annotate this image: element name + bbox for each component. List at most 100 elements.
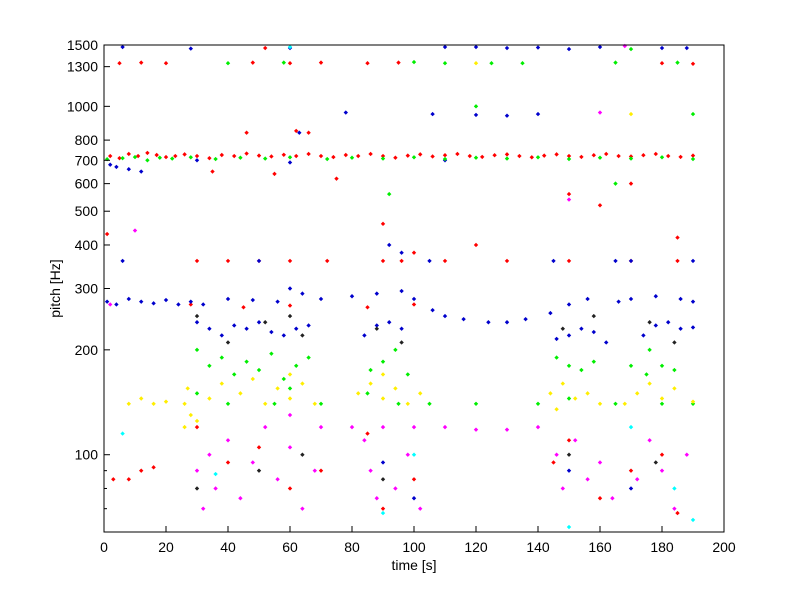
data-point-red (455, 151, 460, 157)
data-point-red (365, 431, 370, 436)
data-point-red (411, 302, 417, 307)
axes: 0 20 40 60 80 100 120 140 160 180 200 100 200 300 400 5… (67, 37, 736, 555)
data-point-red (368, 151, 373, 157)
x-axis-label: time [s] (391, 557, 436, 573)
data-point-red (256, 445, 262, 450)
data-point-green (256, 367, 262, 373)
data-point-magenta (312, 468, 317, 473)
data-point-yellow (163, 399, 169, 404)
data-point-magenta (213, 486, 218, 491)
data-point-red (173, 153, 178, 159)
data-point-green (442, 60, 448, 66)
data-point-green (368, 367, 373, 373)
data-point-green (644, 372, 649, 377)
data-point-blue (194, 320, 200, 325)
data-point-green (659, 363, 665, 368)
data-point-blue (548, 310, 553, 316)
data-point-blue (430, 307, 435, 313)
data-point-magenta (535, 424, 541, 430)
data-point-blue (597, 44, 603, 50)
data-point-blue (659, 45, 665, 51)
data-point-yellow (647, 381, 652, 386)
data-point-yellow (151, 401, 156, 407)
y-tick-label: 1000 (67, 98, 98, 114)
data-point-blue (628, 486, 634, 491)
data-point-magenta (418, 506, 423, 511)
data-point-red (529, 155, 534, 160)
data-point-magenta (635, 477, 640, 482)
data-point-yellow (207, 396, 212, 401)
data-point-red (194, 153, 200, 159)
data-point-yellow (554, 407, 559, 412)
data-point-red (551, 460, 556, 465)
data-point-blue (579, 326, 584, 331)
data-point-green (188, 155, 193, 160)
data-point-red (690, 61, 696, 66)
data-point-green (194, 347, 200, 353)
x-tick-label: 120 (464, 539, 488, 555)
data-point-blue (188, 46, 193, 51)
data-point-green (566, 156, 572, 162)
data-point-blue (442, 44, 448, 50)
data-point-green (659, 401, 665, 407)
data-point-red (139, 60, 144, 65)
data-point-red (210, 169, 215, 174)
data-point-blue (566, 333, 572, 338)
data-point-blue (653, 294, 658, 299)
data-point-red (108, 153, 113, 159)
y-tick-label: 800 (75, 132, 99, 148)
data-point-magenta (597, 110, 603, 115)
data-point-dark (380, 477, 386, 482)
x-tick-label: 100 (402, 539, 426, 555)
data-point-dark (672, 340, 677, 345)
data-point-blue (374, 291, 379, 296)
x-tick-label: 160 (588, 539, 612, 555)
data-point-dark (287, 313, 293, 319)
data-point-magenta (393, 486, 398, 491)
data-point-red (294, 153, 299, 159)
data-point-red (331, 154, 336, 160)
data-point-red (365, 305, 370, 310)
data-point-red (566, 153, 572, 159)
data-point-green (132, 154, 138, 160)
data-point-red (467, 153, 472, 159)
data-point-blue (628, 296, 634, 302)
data-point-yellow (287, 372, 293, 377)
data-point-magenta (405, 452, 410, 457)
data-point-blue (287, 286, 293, 291)
data-point-red (263, 45, 268, 51)
data-point-magenta (225, 438, 231, 443)
data-point-green (504, 156, 510, 161)
data-point-blue (554, 336, 559, 342)
data-point-red (380, 258, 386, 264)
data-point-red (154, 152, 159, 158)
data-point-magenta (411, 424, 417, 430)
data-point-green (411, 155, 417, 160)
data-point-blue (690, 299, 696, 304)
data-point-red (287, 486, 293, 491)
data-point-red (566, 258, 572, 264)
data-point-red (628, 468, 634, 473)
data-point-green (263, 156, 268, 161)
data-point-green (566, 363, 572, 368)
data-point-green (306, 355, 311, 360)
data-point-red (566, 191, 572, 197)
data-point-dark (399, 340, 404, 345)
data-point-yellow (139, 396, 144, 401)
y-axis-label: pitch [Hz] (47, 259, 63, 317)
data-point-red (306, 130, 311, 135)
data-point-green (554, 355, 559, 360)
data-point-red (659, 452, 665, 457)
data-point-yellow (312, 401, 317, 407)
data-point-magenta (263, 424, 268, 430)
data-point-green (380, 156, 386, 161)
data-point-red (182, 152, 187, 157)
data-point-red (480, 154, 485, 160)
data-point-red (579, 154, 584, 160)
data-point-blue (653, 323, 658, 328)
data-point-yellow (659, 396, 665, 401)
data-point-red (442, 153, 448, 158)
data-point-red (675, 510, 680, 516)
data-point-blue (225, 296, 231, 302)
data-point-red (442, 258, 448, 264)
